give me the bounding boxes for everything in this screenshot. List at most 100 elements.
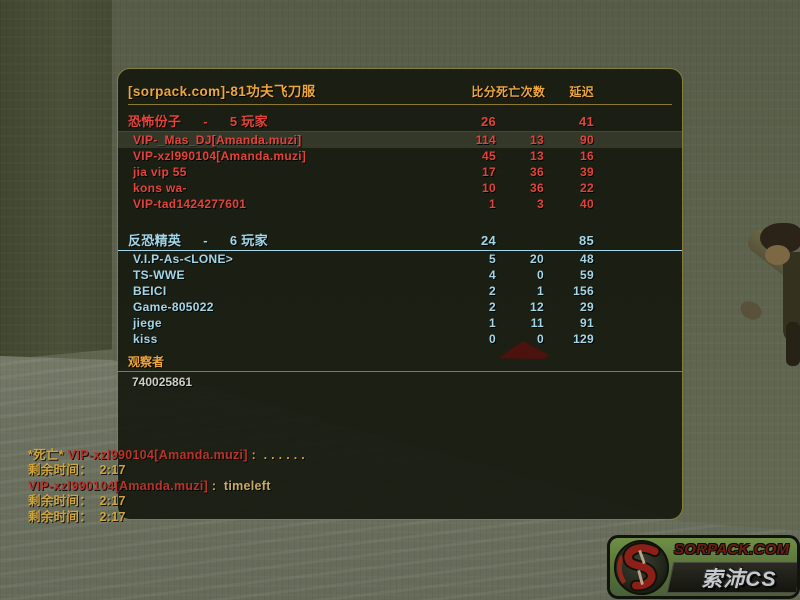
player-row[interactable]: TS-WWE 4 0 59 [118, 267, 682, 283]
player-deaths: 12 [530, 300, 544, 314]
watermark-site-text: SORPACK.COM [674, 541, 790, 558]
chat-line: VIP-xzl990104[Amanda.muzi] : timeleft [28, 479, 305, 494]
player-row[interactable]: Game-805022 2 12 29 [118, 299, 682, 315]
player-model-leg [786, 322, 800, 366]
team-deaths [496, 113, 544, 130]
player-score: 45 [482, 149, 496, 163]
player-latency: 59 [580, 268, 594, 282]
player-row[interactable]: VIP-tad1424277601 1 3 40 [118, 196, 682, 212]
player-row[interactable]: V.I.P-As-<LONE> 5 20 48 [118, 251, 682, 267]
player-deaths: 11 [530, 316, 544, 330]
player-latency: 91 [580, 316, 594, 330]
spacer [594, 331, 672, 347]
chat-line: 剩余时间： 2:17 [28, 510, 305, 525]
player-latency: 129 [573, 332, 594, 346]
chat-segment: 剩余时间： 2:17 [28, 494, 126, 509]
team-player-count: 6 玩家 [229, 233, 268, 248]
server-title: [sorpack.com]-81功夫飞刀服 [128, 84, 316, 99]
player-latency: 90 [580, 133, 594, 147]
player-score: 2 [489, 284, 496, 298]
spacer [594, 148, 672, 164]
player-name: kiss [133, 332, 158, 346]
team-deaths [496, 232, 544, 249]
spectators-label: 观察者 [128, 355, 165, 369]
player-row[interactable]: VIP-xzl990104[Amanda.muzi] 45 13 16 [118, 148, 682, 164]
spacer [594, 267, 672, 283]
player-deaths: 36 [530, 181, 544, 195]
team-gap [118, 212, 682, 224]
team-latency: 41 [578, 114, 594, 129]
player-name: VIP-tad1424277601 [133, 197, 247, 211]
player-score: 10 [482, 181, 496, 195]
chat-segment: : . . . . . . [247, 448, 306, 462]
player-latency: 156 [573, 284, 594, 298]
scoreboard-header-row: [sorpack.com]-81功夫飞刀服 比分 死亡次数 延迟 [118, 69, 682, 100]
chat-segment: 剩余时间： 2:17 [28, 509, 126, 524]
teams-container: 恐怖份子 -5 玩家 26 41 VIP-_Mas_DJ[Amanda.muzi] 114… [118, 113, 682, 347]
player-score: 5 [489, 252, 496, 266]
spacer [594, 113, 672, 130]
chat-line: *死亡* VIP-xzl990104[Amanda.muzi] : . . . … [28, 448, 305, 463]
team-separator [118, 131, 682, 132]
scoreboard-panel: [sorpack.com]-81功夫飞刀服 比分 死亡次数 延迟 恐怖份子 - 5 … [117, 68, 683, 520]
column-header-latency: 延迟 [569, 85, 594, 99]
player-model-body [783, 252, 800, 344]
player-row[interactable]: jia vip 55 17 36 39 [118, 164, 682, 180]
player-deaths: 0 [537, 268, 544, 282]
player-row[interactable]: jiege 1 11 91 [118, 315, 682, 331]
watermark-brand-text: 索沛CS [701, 568, 777, 591]
player-latency: 39 [580, 165, 594, 179]
spacer [594, 132, 672, 148]
player-name: VIP-xzl990104[Amanda.muzi] [133, 149, 307, 163]
player-deaths: 3 [537, 197, 544, 211]
player-name: Game-805022 [133, 300, 214, 314]
player-score: 114 [475, 133, 496, 147]
player-name: TS-WWE [133, 268, 185, 282]
player-score: 1 [489, 197, 496, 211]
player-name: kons wa- [133, 181, 187, 195]
player-latency: 40 [580, 197, 594, 211]
team-player-count: 5 玩家 [229, 114, 268, 129]
team-score: 24 [480, 233, 496, 248]
team-name: 恐怖份子 [128, 114, 182, 129]
chat-line: 剩余时间： 2:17 [28, 494, 305, 509]
spacer [594, 164, 672, 180]
player-name: jiege [133, 316, 162, 330]
player-row[interactable]: BEICI 2 1 156 [118, 283, 682, 299]
spacer [594, 315, 672, 331]
chat-segment: 剩余时间： 2:17 [28, 463, 126, 478]
chat-segment: *死亡* [28, 448, 68, 462]
spacer [594, 196, 672, 212]
team-separator [118, 250, 682, 251]
player-name: jia vip 55 [133, 165, 187, 179]
team-score: 26 [480, 114, 496, 129]
spacer [594, 283, 672, 299]
player-latency: 22 [580, 181, 594, 195]
player-name: BEICI [133, 284, 167, 298]
sorpack-s-emblem-icon [613, 539, 670, 596]
player-deaths: 13 [530, 133, 544, 147]
player-latency: 29 [580, 300, 594, 314]
spectator-name: 740025861 [132, 375, 193, 389]
team-dash: - [203, 233, 208, 248]
spacer [594, 232, 672, 249]
player-score: 4 [489, 268, 496, 282]
player-latency: 16 [580, 149, 594, 163]
player-row[interactable]: kiss 0 0 129 [118, 331, 682, 347]
player-deaths: 20 [530, 252, 544, 266]
spectators-list: 740025861 [118, 372, 682, 389]
spacer [594, 180, 672, 196]
player-row[interactable]: kons wa- 10 36 22 [118, 180, 682, 196]
player-row[interactable]: VIP-_Mas_DJ[Amanda.muzi] 114 13 90 [118, 132, 682, 148]
player-score: 1 [489, 316, 496, 330]
title-separator [128, 104, 672, 105]
chat-line: 剩余时间： 2:17 [28, 463, 305, 478]
team-name-cell: 反恐精英 - 6 玩家 [128, 232, 436, 249]
sorpack-watermark: SORPACK.COM 索沛CS [607, 535, 800, 599]
column-header-deaths: 死亡次数 [496, 85, 546, 99]
team-dash: - [203, 114, 208, 129]
chat-area: *死亡* VIP-xzl990104[Amanda.muzi] : . . . … [28, 448, 305, 525]
player-deaths: 1 [537, 284, 544, 298]
spacer [594, 251, 672, 267]
player-latency: 48 [580, 252, 594, 266]
